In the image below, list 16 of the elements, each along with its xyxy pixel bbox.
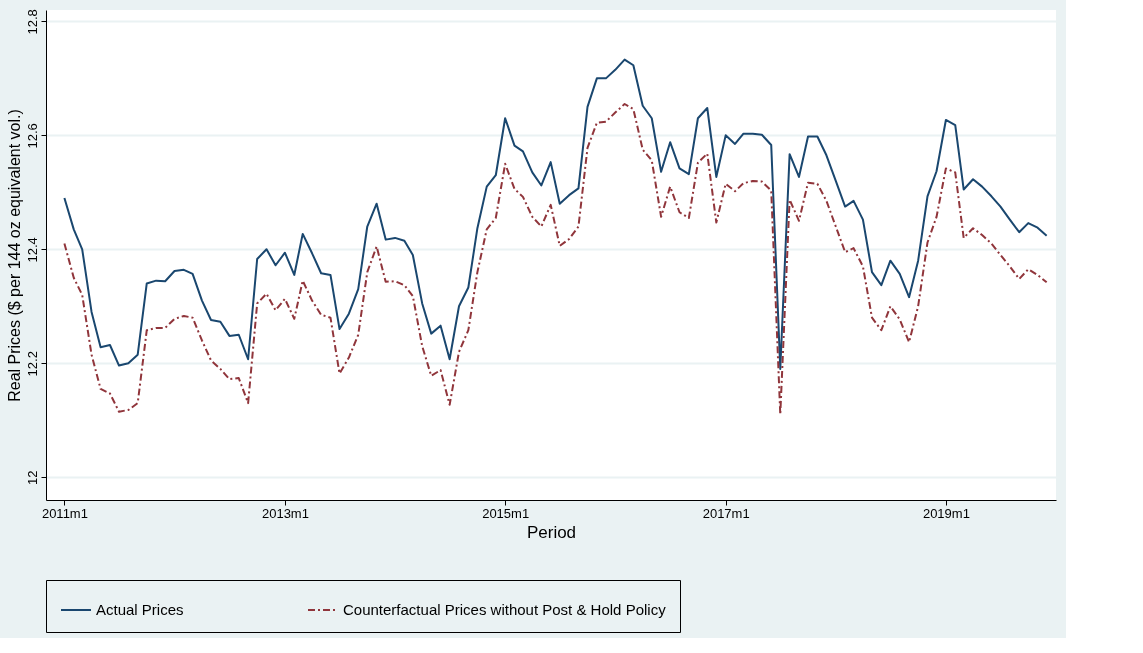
line-series bbox=[63, 103, 1048, 416]
y-tick-label: 12 bbox=[24, 470, 40, 485]
y-tick-label: 12.6 bbox=[24, 123, 40, 149]
legend-label: Counterfactual Prices without Post & Hold Policy bbox=[343, 601, 667, 618]
x-tick-label: 2017m1 bbox=[702, 505, 750, 521]
x-tick-label: 2019m1 bbox=[922, 505, 970, 521]
y-axis-title: Real Prices ($ per 144 oz equivalent vol.) bbox=[5, 109, 23, 402]
x-tick-label: 2015m1 bbox=[482, 505, 530, 521]
line-series bbox=[63, 58, 1048, 370]
y-tick-label: 12.8 bbox=[24, 9, 40, 35]
y-tick-label: 12.4 bbox=[24, 237, 40, 263]
y-tick-label: 12.2 bbox=[24, 351, 40, 377]
x-tick-label: 2011m1 bbox=[41, 505, 88, 521]
x-tick-label: 2013m1 bbox=[261, 505, 309, 521]
legend-label: Actual Prices bbox=[96, 601, 184, 618]
x-axis-title: Period bbox=[526, 522, 577, 542]
